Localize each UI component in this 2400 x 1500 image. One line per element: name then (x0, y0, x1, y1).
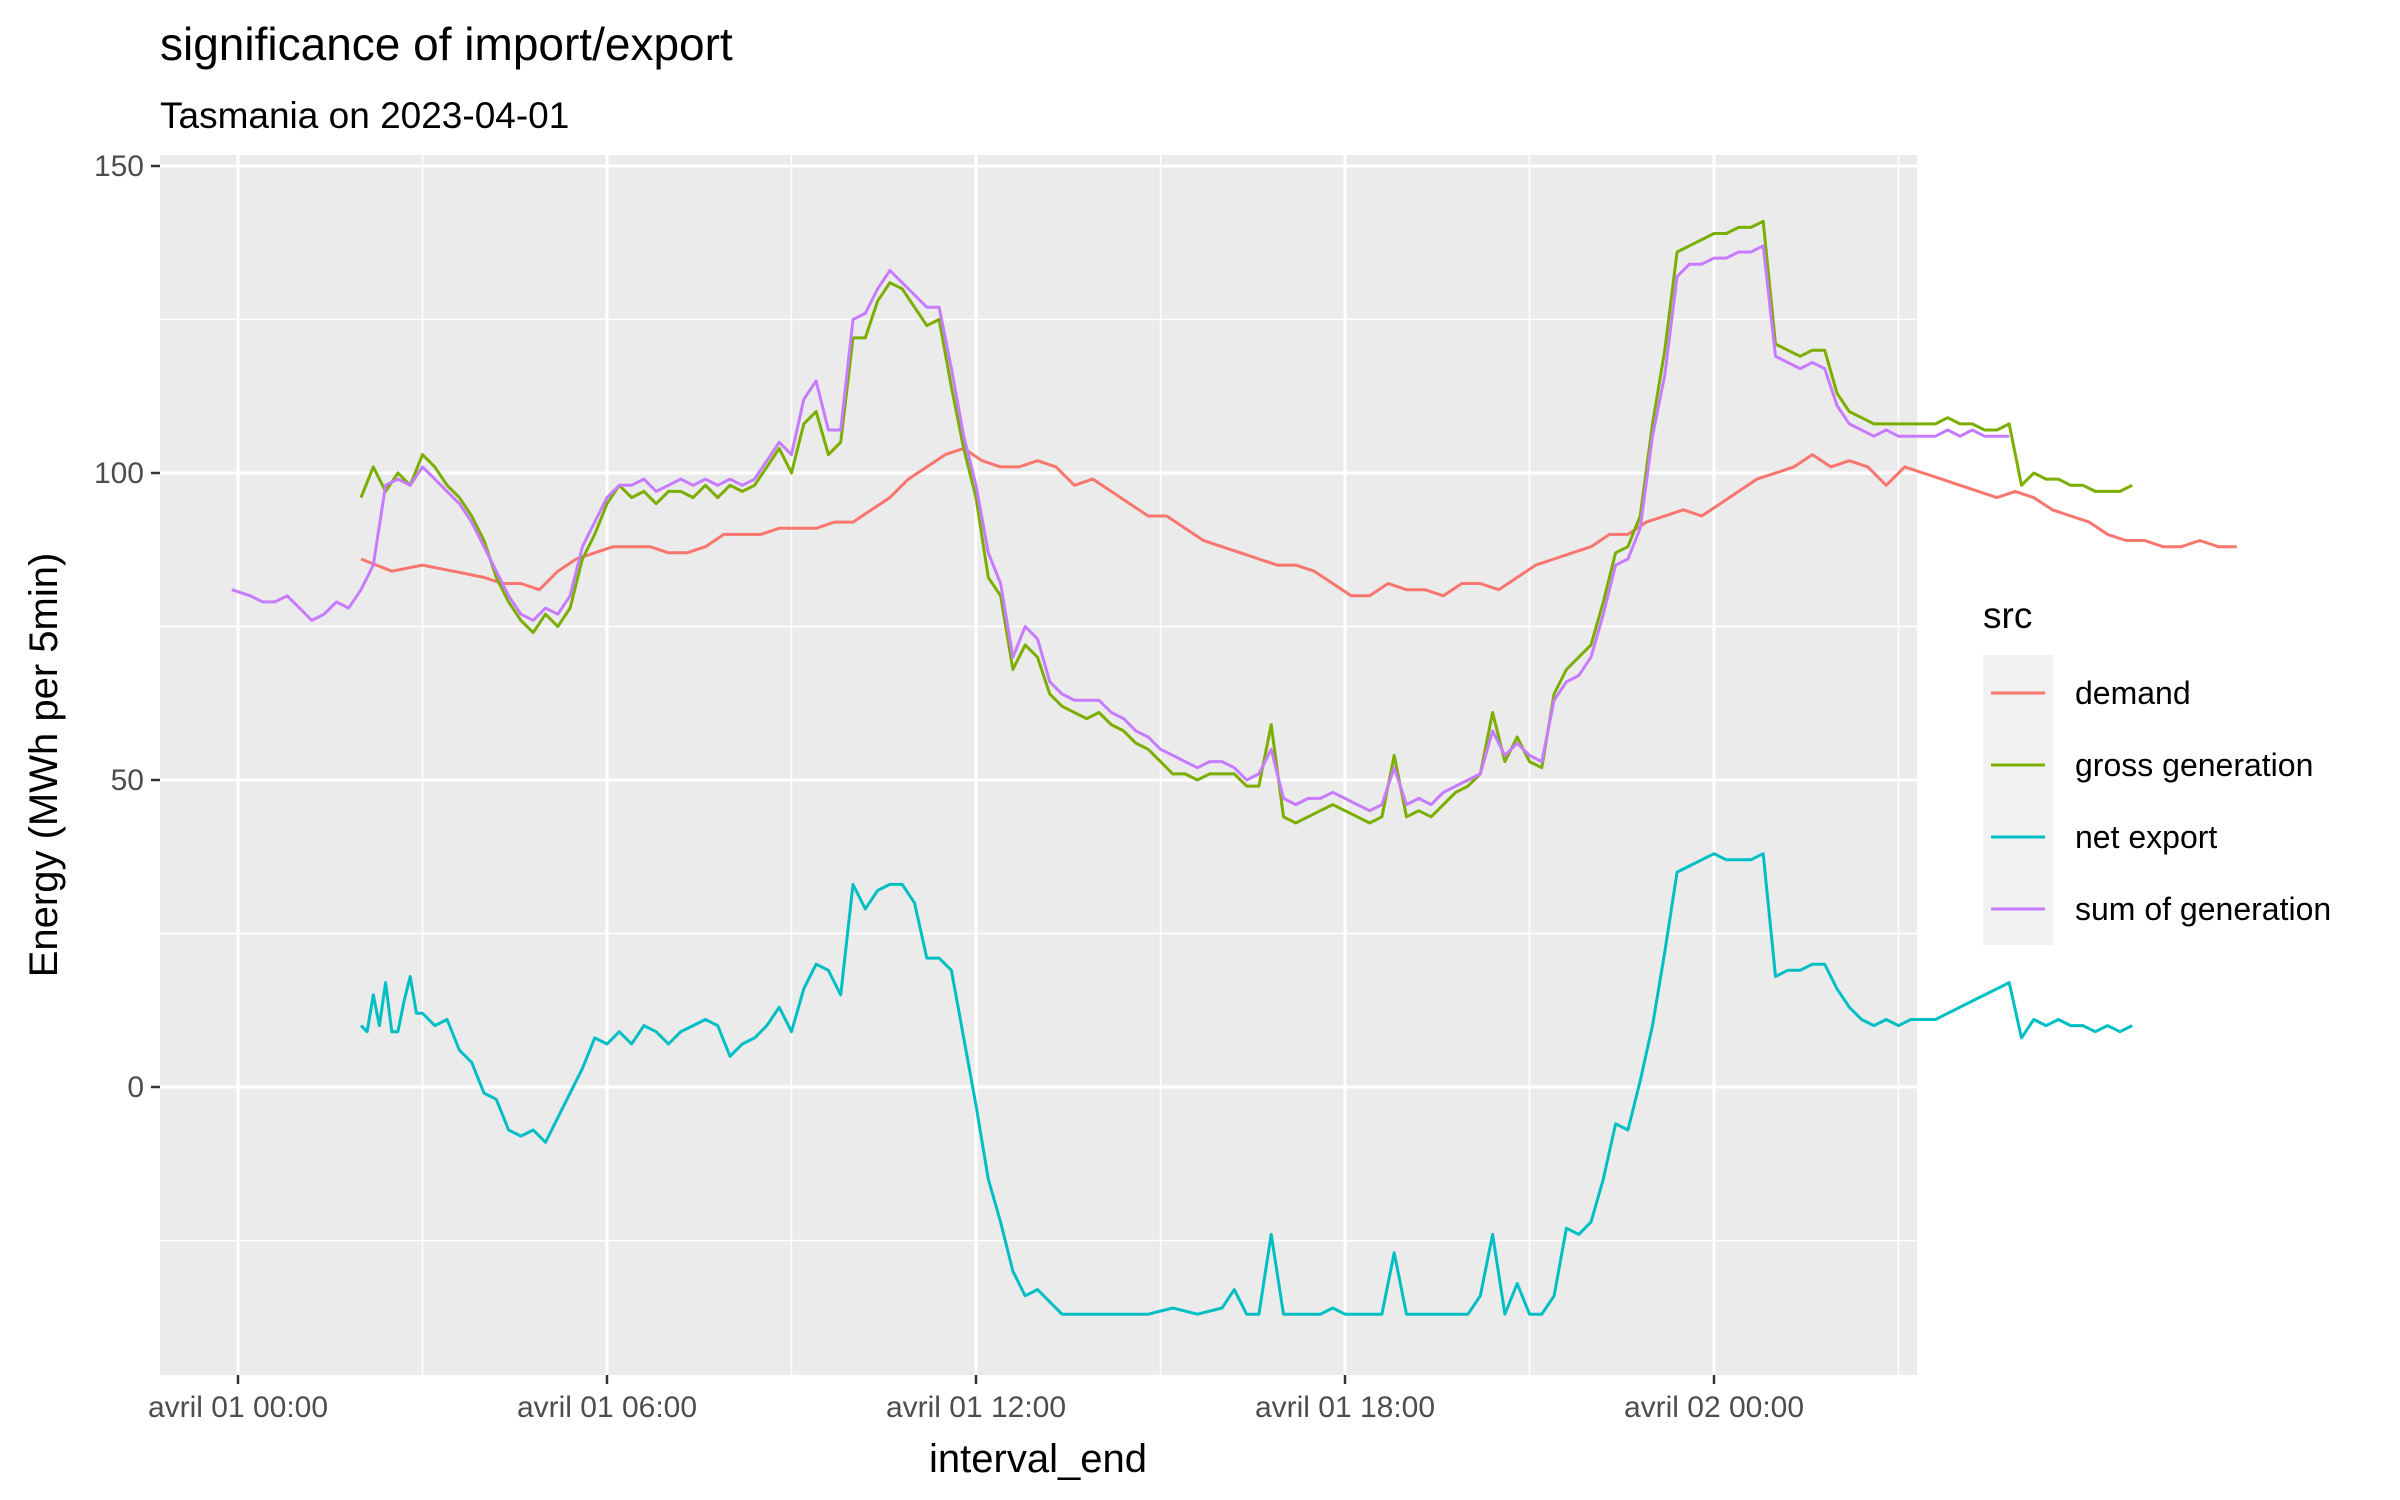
x-tick-label: avril 01 12:00 (886, 1391, 1066, 1424)
legend-label: net export (2075, 819, 2217, 855)
series-line-gross-generation (359, 219, 2133, 825)
series-line-sum-of-generation (231, 244, 2010, 813)
series-line-demand (360, 446, 2237, 598)
legend-background (1983, 655, 2053, 945)
legend-label: gross generation (2075, 747, 2313, 783)
y-tick-label: 50 (111, 764, 144, 797)
plot-panel (160, 155, 1917, 1375)
chart-subtitle: Tasmania on 2023-04-01 (160, 95, 569, 136)
x-tick-label: avril 01 18:00 (1255, 1391, 1435, 1424)
x-axis: avril 01 00:00 avril 01 06:00 avril 01 12:… (148, 1375, 1804, 1424)
y-axis: 0 50 100 150 (94, 150, 160, 1104)
y-axis-title: Energy (MWh per 5min) (22, 553, 66, 978)
series-line-net-export (359, 852, 2133, 1316)
legend: src demand gross generation net export sum … (1983, 595, 2331, 945)
y-tick-label: 0 (127, 1071, 144, 1104)
legend-items: demand gross generation net export sum of g… (1991, 675, 2331, 927)
plot-area (160, 155, 2237, 1375)
major-gridlines (160, 155, 1917, 1375)
series-layer (231, 219, 2237, 1316)
minor-gridlines (160, 155, 1917, 1375)
y-tick-label: 100 (94, 457, 144, 490)
y-tick-label: 150 (94, 150, 144, 183)
x-tick-label: avril 01 00:00 (148, 1391, 328, 1424)
legend-title: src (1983, 595, 2032, 636)
legend-label: demand (2075, 675, 2191, 711)
chart-title: significance of import/export (160, 18, 733, 70)
x-tick-label: avril 01 06:00 (517, 1391, 697, 1424)
legend-label: sum of generation (2075, 891, 2331, 927)
x-axis-title: interval_end (929, 1437, 1147, 1481)
x-tick-label: avril 02 00:00 (1624, 1391, 1804, 1424)
